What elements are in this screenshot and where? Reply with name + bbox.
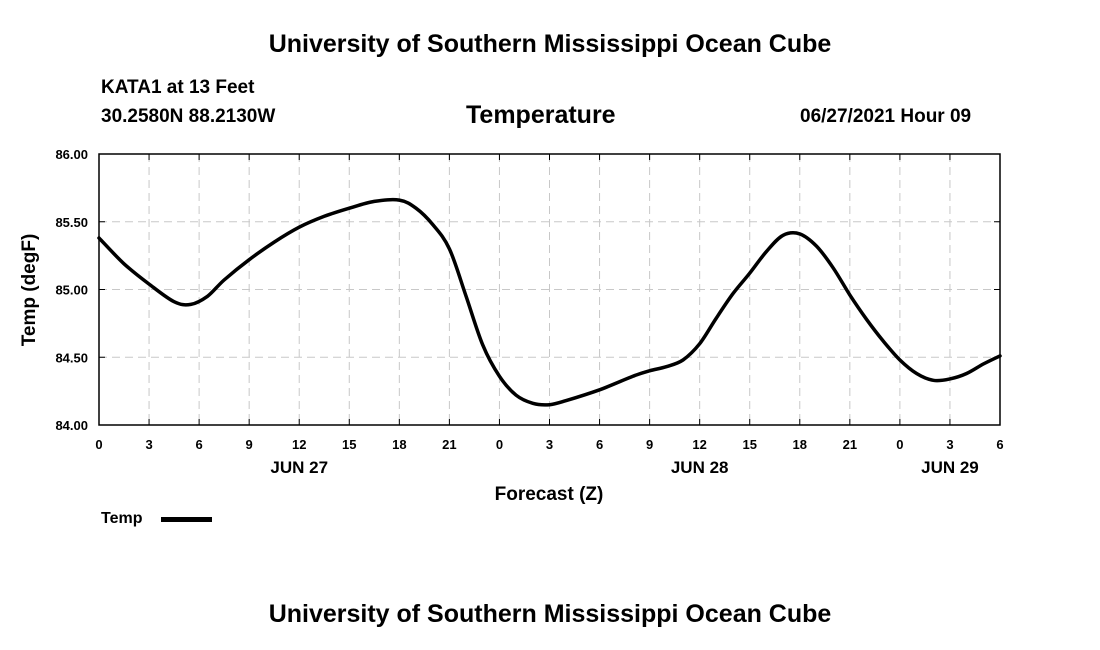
y-tick-label: 86.00 bbox=[55, 147, 88, 162]
x-tick-label: 3 bbox=[546, 437, 553, 452]
date-label: JUN 28 bbox=[671, 458, 729, 477]
x-tick-label: 0 bbox=[95, 437, 102, 452]
axis-ticks bbox=[98, 153, 1001, 426]
forecast-datetime: 06/27/2021 Hour 09 bbox=[800, 106, 972, 127]
date-label: JUN 27 bbox=[270, 458, 328, 477]
y-tick-label: 84.50 bbox=[55, 350, 88, 365]
x-tick-label: 18 bbox=[392, 437, 406, 452]
x-tick-label: 3 bbox=[145, 437, 152, 452]
x-tick-label: 6 bbox=[195, 437, 202, 452]
x-tick-label: 9 bbox=[646, 437, 653, 452]
x-axis-label: Forecast (Z) bbox=[495, 484, 604, 505]
station-coordinates: 30.2580N 88.2130W bbox=[101, 106, 276, 127]
x-tick-label: 21 bbox=[442, 437, 456, 452]
chart-title: Temperature bbox=[466, 101, 616, 129]
x-tick-label: 12 bbox=[292, 437, 306, 452]
x-tick-label: 18 bbox=[793, 437, 807, 452]
x-tick-label: 3 bbox=[946, 437, 953, 452]
x-tick-label: 12 bbox=[692, 437, 706, 452]
page-title-top: University of Southern Mississippi Ocean… bbox=[268, 30, 832, 58]
station-label: KATA1 at 13 Feet bbox=[101, 77, 255, 98]
y-tick-label: 85.50 bbox=[55, 215, 88, 230]
y-tick-labels: 84.00 84.50 85.00 85.50 86.00 bbox=[55, 147, 88, 433]
date-labels: JUN 27 JUN 28 JUN 29 bbox=[270, 458, 978, 477]
y-axis-label: Temp (degF) bbox=[19, 234, 40, 347]
x-tick-label: 6 bbox=[596, 437, 603, 452]
y-tick-label: 84.00 bbox=[55, 418, 88, 433]
x-tick-labels: 0 3 6 9 12 15 18 21 0 3 6 9 12 15 18 21 0 3 6 bbox=[95, 437, 1003, 452]
x-tick-label: 0 bbox=[496, 437, 503, 452]
legend-swatch bbox=[161, 517, 212, 522]
x-tick-label: 15 bbox=[742, 437, 756, 452]
date-label: JUN 29 bbox=[921, 458, 979, 477]
grid-lines bbox=[99, 154, 1000, 425]
y-tick-label: 85.00 bbox=[55, 283, 88, 298]
legend-label: Temp bbox=[101, 510, 143, 527]
temp-series-line bbox=[97, 197, 1002, 407]
x-tick-label: 6 bbox=[996, 437, 1003, 452]
x-tick-label: 0 bbox=[896, 437, 903, 452]
x-tick-label: 15 bbox=[342, 437, 356, 452]
x-tick-label: 21 bbox=[843, 437, 857, 452]
x-tick-label: 9 bbox=[246, 437, 253, 452]
page-title-bottom: University of Southern Mississippi Ocean… bbox=[268, 600, 832, 628]
